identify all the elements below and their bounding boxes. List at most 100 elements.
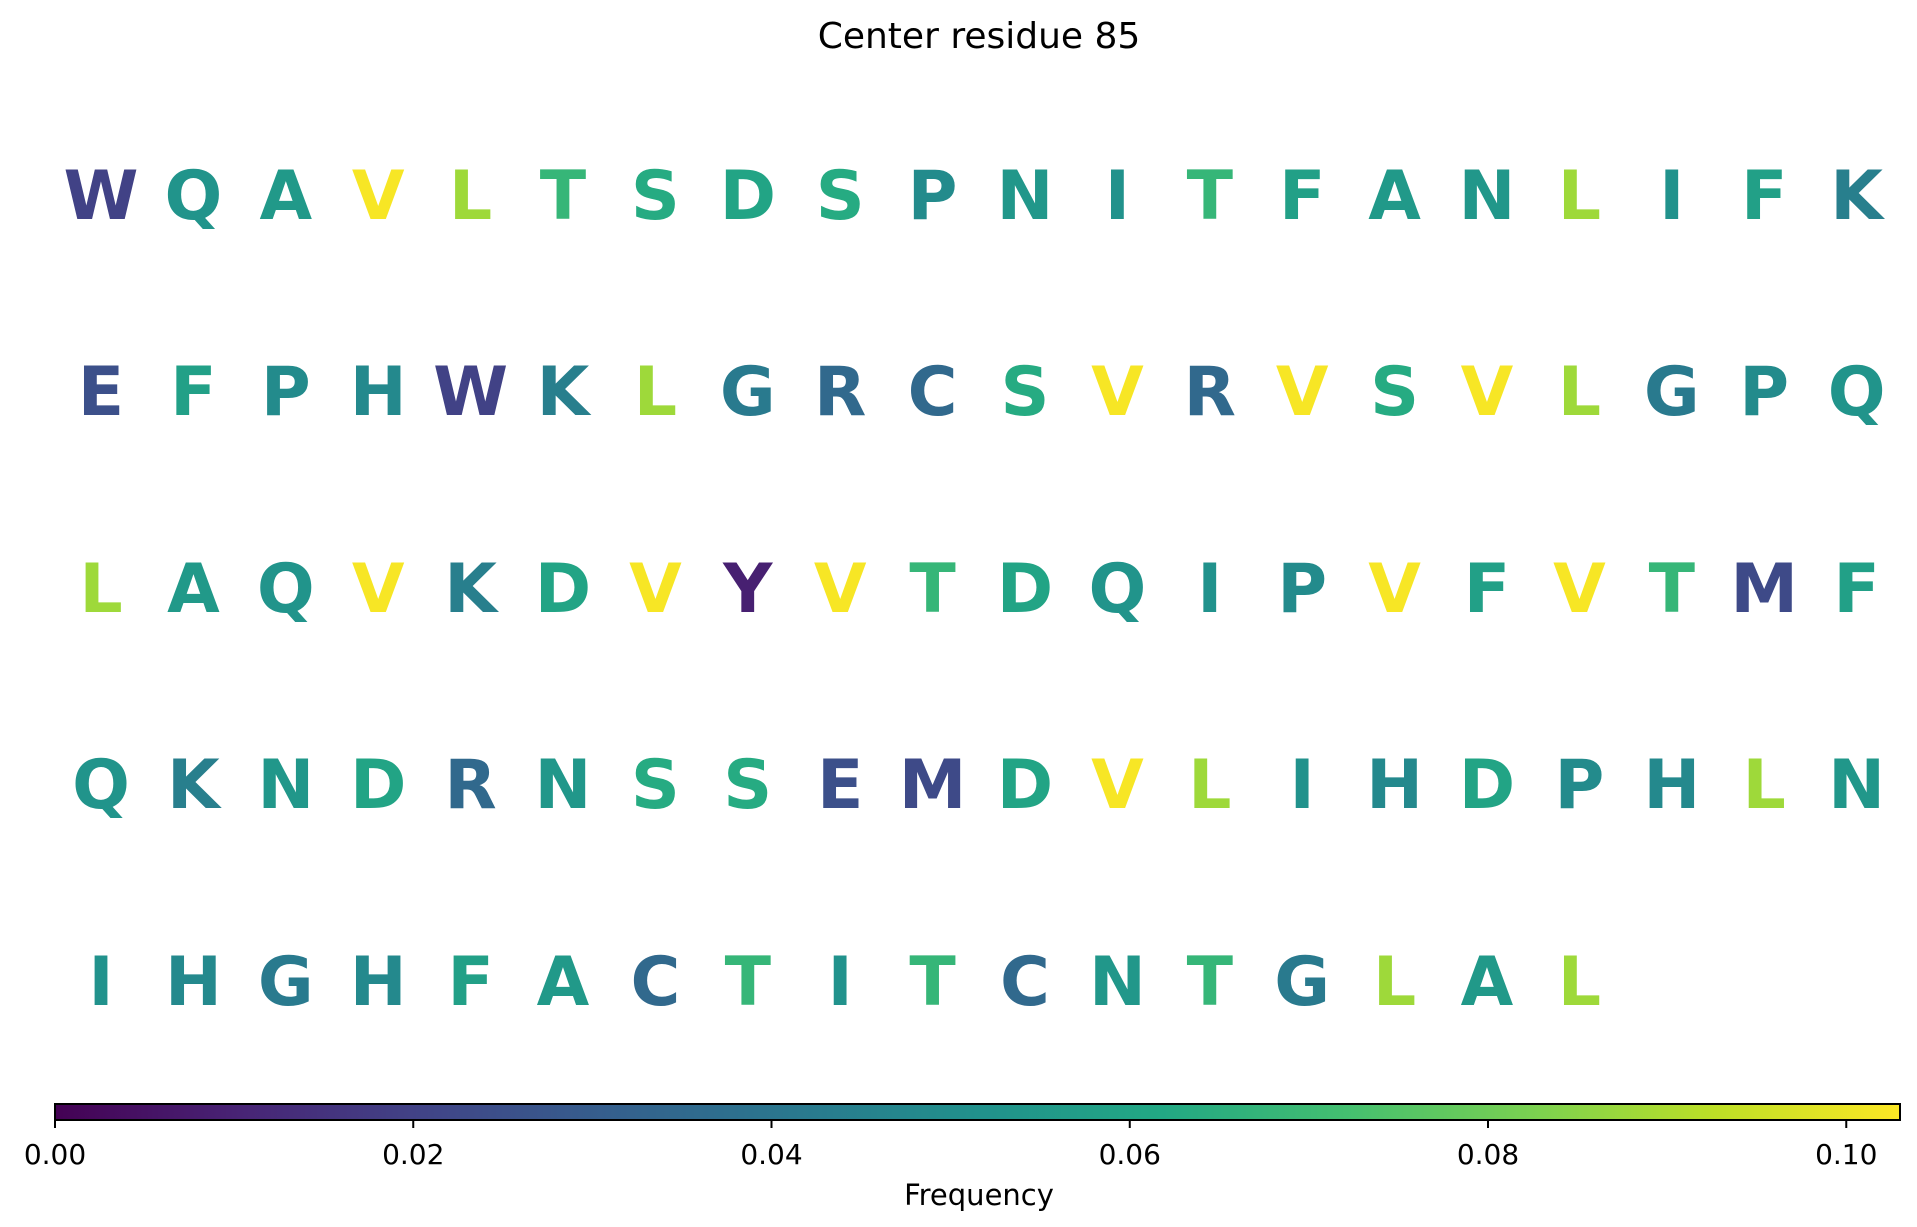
residue-letter: I <box>1197 550 1222 629</box>
residue-letter: Q <box>257 550 315 629</box>
residue-letter: G <box>720 353 776 432</box>
residue-letter: I <box>1659 157 1684 236</box>
colorbar-tick-label: 0.08 <box>1457 1138 1519 1171</box>
residue-letter: T <box>1649 550 1696 629</box>
residue-letter: C <box>908 353 958 432</box>
residue-letter: W <box>63 157 138 236</box>
residue-letter: G <box>1644 353 1700 432</box>
residue-letter: F <box>1833 550 1879 629</box>
residue-letter: P <box>908 157 958 236</box>
residue-letter: F <box>170 353 216 432</box>
residue-letter: P <box>1554 746 1604 825</box>
residue-letter: V <box>1091 353 1144 432</box>
residue-letter: T <box>1187 157 1234 236</box>
residue-letter: A <box>167 550 220 629</box>
residue-letter: V <box>352 550 405 629</box>
residue-letter: P <box>1277 550 1327 629</box>
residue-letter: D <box>720 157 776 236</box>
residue-letter: R <box>444 746 496 825</box>
residue-letter: V <box>1461 353 1514 432</box>
residue-letter: D <box>997 746 1053 825</box>
residue-letter: A <box>259 157 312 236</box>
residue-letter: S <box>816 157 865 236</box>
colorbar-tick-label: 0.10 <box>1815 1138 1877 1171</box>
residue-letter: I <box>1290 746 1315 825</box>
residue-letter: S <box>723 746 772 825</box>
residue-letter: N <box>997 157 1054 236</box>
residue-letter: H <box>350 353 407 432</box>
residue-letter: H <box>350 943 407 1022</box>
residue-letter: G <box>258 943 314 1022</box>
residue-letter: L <box>1558 353 1601 432</box>
colorbar-label: Frequency <box>904 1178 1054 1212</box>
colorbar-tick-label: 0.00 <box>24 1138 86 1171</box>
residue-letter: F <box>1279 157 1325 236</box>
residue-letter: P <box>261 353 311 432</box>
residue-letter: D <box>350 746 406 825</box>
residue-letter: D <box>997 550 1053 629</box>
residue-letter: Q <box>1828 353 1886 432</box>
residue-letter: D <box>1459 746 1515 825</box>
colorbar-tick-label: 0.06 <box>1099 1138 1161 1171</box>
residue-letter: S <box>631 746 680 825</box>
residue-letter: N <box>535 746 592 825</box>
residue-letter: N <box>257 746 314 825</box>
residue-letter: I <box>828 943 853 1022</box>
residue-letter: L <box>634 353 677 432</box>
residue-letter: A <box>537 943 590 1022</box>
residue-letter: T <box>1187 943 1234 1022</box>
residue-letter: Q <box>1088 550 1146 629</box>
colorbar-tick-label: 0.02 <box>382 1138 444 1171</box>
residue-letter: T <box>725 943 772 1022</box>
residue-letter: H <box>1643 746 1700 825</box>
colorbar-ticks: 0.00 0.02 0.04 0.06 0.08 0.10 <box>24 1120 1877 1171</box>
residue-letter: L <box>1188 746 1231 825</box>
residue-letter: T <box>909 550 956 629</box>
residue-letter: E <box>817 746 863 825</box>
residue-letter: W <box>433 353 508 432</box>
residue-letter: L <box>1558 157 1601 236</box>
residue-letter: H <box>1366 746 1423 825</box>
residue-letter: K <box>537 353 592 432</box>
residue-letter: G <box>1274 943 1330 1022</box>
residue-letter: I <box>88 943 113 1022</box>
residue-letter: F <box>1741 157 1787 236</box>
residue-letter: L <box>1558 943 1601 1022</box>
residue-letter: N <box>1089 943 1146 1022</box>
residue-letter: V <box>1091 746 1144 825</box>
residue-letter: V <box>1276 353 1329 432</box>
residue-letter: D <box>535 550 591 629</box>
residue-letter: C <box>1000 943 1050 1022</box>
residue-letter: S <box>1370 353 1419 432</box>
residue-letter: L <box>79 550 122 629</box>
residue-letter: C <box>630 943 680 1022</box>
residue-letter: E <box>78 353 124 432</box>
residue-letter: N <box>1828 746 1885 825</box>
residue-letter: R <box>1184 353 1236 432</box>
residue-letter: Q <box>72 746 130 825</box>
residue-letter: L <box>449 157 492 236</box>
colorbar-tick-label: 0.04 <box>740 1138 802 1171</box>
residue-letter: S <box>631 157 680 236</box>
residue-letter: V <box>1553 550 1606 629</box>
residue-letter: Q <box>164 157 222 236</box>
residue-letter: I <box>1105 157 1130 236</box>
residue-letter: H <box>165 943 222 1022</box>
residue-letter: S <box>1001 353 1050 432</box>
residue-letter: Y <box>722 550 773 629</box>
residue-letter: K <box>167 746 222 825</box>
residue-letter: A <box>1368 157 1421 236</box>
residue-letter: K <box>444 550 499 629</box>
residue-letter: T <box>540 157 587 236</box>
residue-grid: W Q A V L T S D S P N I T F A N L I F KE F P H W K L G R C S V R V S V L G P Q… <box>63 157 1885 1022</box>
residue-letter: V <box>352 157 405 236</box>
chart-title: Center residue 85 <box>818 16 1141 57</box>
residue-letter: M <box>899 746 967 825</box>
residue-letter: V <box>629 550 682 629</box>
residue-letter: T <box>909 943 956 1022</box>
residue-letter: R <box>814 353 866 432</box>
residue-letter: P <box>1739 353 1789 432</box>
residue-letter: V <box>1368 550 1421 629</box>
residue-letter: N <box>1459 157 1516 236</box>
